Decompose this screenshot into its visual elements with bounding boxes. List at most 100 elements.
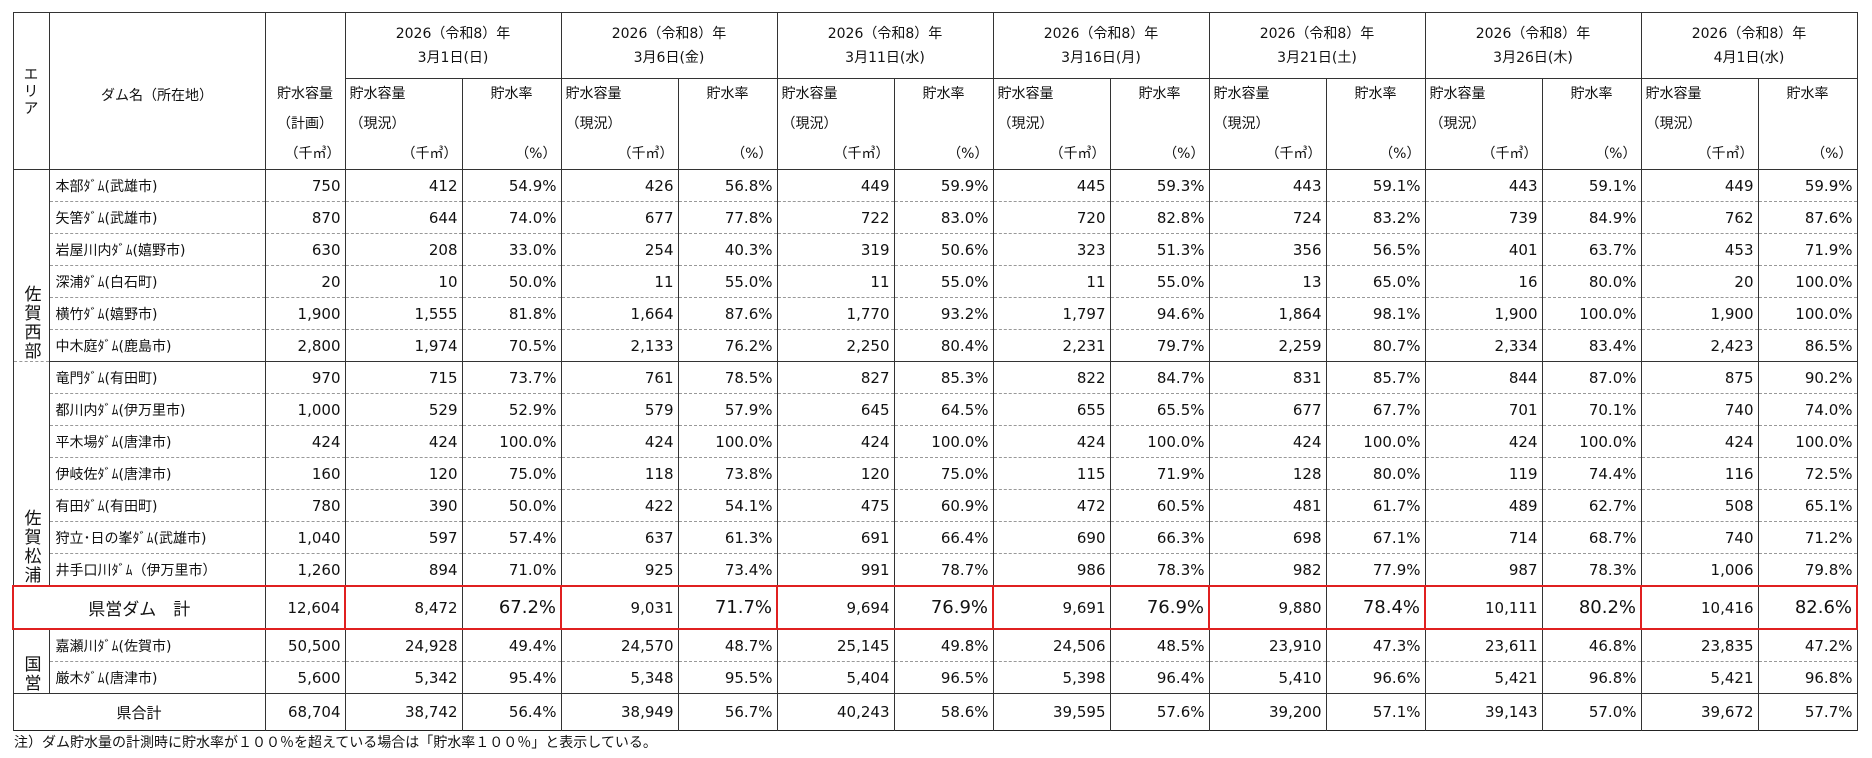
header-line: 貯水率 bbox=[1570, 86, 1613, 102]
storage-rate: 48.5% bbox=[1109, 629, 1210, 662]
current-capacity: 579 bbox=[560, 393, 679, 426]
rate-header-lines: 貯水率 （%） bbox=[899, 80, 989, 169]
storage-rate: 80.0% bbox=[1325, 457, 1426, 490]
header-line: 貯水容量 bbox=[1429, 86, 1486, 102]
date-year: 2026（令和8）年 bbox=[827, 25, 943, 42]
header-line: （%） bbox=[1811, 146, 1853, 162]
storage-rate: 67.2% bbox=[461, 585, 562, 630]
current-capacity: 38,949 bbox=[560, 693, 679, 731]
plan-header-lines: 貯水容量 （計画） （千㎥） bbox=[270, 79, 341, 169]
header-line: （計画） bbox=[277, 116, 333, 132]
current-capacity: 925 bbox=[560, 553, 679, 587]
current-header: 貯水容量 （現況） （千㎥） bbox=[776, 78, 895, 170]
dam-name: 有田ﾀﾞﾑ(有田町) bbox=[48, 489, 266, 522]
storage-rate: 65.0% bbox=[1325, 265, 1426, 298]
header-line: 貯水容量 bbox=[781, 86, 838, 102]
date-header: 2026（令和8）年 3月11日(水) bbox=[776, 12, 994, 79]
current-capacity: 991 bbox=[776, 553, 895, 587]
date-day: 4月1日(水) bbox=[1713, 49, 1785, 66]
dam-name: 井手口川ﾀﾞﾑ（伊万里市） bbox=[48, 553, 266, 587]
current-header-lines: 貯水容量 （現況） （千㎥） bbox=[781, 80, 890, 169]
plan-capacity: 1,260 bbox=[264, 553, 346, 587]
plan-capacity: 630 bbox=[264, 233, 346, 266]
storage-rate: 57.4% bbox=[461, 521, 562, 554]
header-line: （%） bbox=[515, 146, 557, 162]
storage-rate: 71.9% bbox=[1109, 457, 1210, 490]
storage-rate: 59.9% bbox=[1757, 169, 1858, 202]
storage-rate: 57.7% bbox=[1757, 693, 1858, 731]
storage-rate: 68.7% bbox=[1541, 521, 1642, 554]
current-capacity: 422 bbox=[560, 489, 679, 522]
storage-rate: 84.7% bbox=[1109, 361, 1210, 394]
current-capacity: 424 bbox=[776, 425, 895, 458]
current-capacity: 39,143 bbox=[1424, 693, 1543, 731]
current-capacity: 508 bbox=[1640, 489, 1759, 522]
storage-rate: 57.1% bbox=[1325, 693, 1426, 731]
current-capacity: 208 bbox=[344, 233, 463, 266]
storage-rate: 76.2% bbox=[677, 329, 778, 362]
header-row: 貯水容量 （現況） （千㎥） 貯水率 （%） 貯水容量 （現況） （千㎥） 貯水率 （%） 貯水容量… bbox=[13, 78, 1858, 170]
current-capacity: 2,259 bbox=[1208, 329, 1327, 362]
storage-rate: 59.9% bbox=[893, 169, 994, 202]
current-capacity: 739 bbox=[1424, 201, 1543, 234]
current-capacity: 1,770 bbox=[776, 297, 895, 330]
current-capacity: 24,570 bbox=[560, 629, 679, 662]
header-line: 貯水率 bbox=[1786, 86, 1829, 102]
current-capacity: 831 bbox=[1208, 361, 1327, 394]
current-capacity: 1,974 bbox=[344, 329, 463, 362]
spacer bbox=[1331, 109, 1421, 139]
current-capacity: 986 bbox=[992, 553, 1111, 587]
current-capacity: 39,672 bbox=[1640, 693, 1759, 731]
storage-rate: 52.9% bbox=[461, 393, 562, 426]
current-capacity: 24,506 bbox=[992, 629, 1111, 662]
area-header: エリア bbox=[12, 12, 50, 170]
current-capacity: 424 bbox=[1424, 425, 1543, 458]
dam-row: 平木場ﾀﾞﾑ(唐津市) 424 424 100.0% 424 100.0% 424 100.0… bbox=[13, 425, 1858, 458]
plan-capacity: 160 bbox=[264, 457, 346, 490]
storage-rate: 73.7% bbox=[461, 361, 562, 394]
storage-rate: 56.7% bbox=[677, 693, 778, 731]
plan-capacity: 12,604 bbox=[264, 585, 346, 630]
storage-rate: 62.7% bbox=[1541, 489, 1642, 522]
header-line: 貯水率 bbox=[490, 86, 533, 102]
header-line: （千㎥） bbox=[1481, 146, 1538, 162]
header-line: （現況） bbox=[997, 116, 1054, 132]
storage-rate: 59.3% bbox=[1109, 169, 1210, 202]
dam-row: 佐賀松浦 竜門ﾀﾞﾑ(有田町) 970 715 73.7% 761 78.5% 827 85.3… bbox=[12, 361, 1858, 587]
current-header: 貯水容量 （現況） （千㎥） bbox=[1208, 78, 1327, 170]
rate-header-lines: 貯水率 （%） bbox=[1331, 80, 1421, 169]
plan-header: 貯水容量 （計画） （千㎥） bbox=[264, 12, 346, 170]
current-capacity: 844 bbox=[1424, 361, 1543, 394]
rate-header: 貯水率 （%） bbox=[1109, 78, 1210, 170]
storage-rate: 78.4% bbox=[1325, 585, 1426, 630]
rate-header-lines: 貯水率 （%） bbox=[1115, 80, 1205, 169]
storage-rate: 87.0% bbox=[1541, 361, 1642, 394]
dam-row: 伊岐佐ﾀﾞﾑ(唐津市) 160 120 75.0% 118 73.8% 120 75.0% 11… bbox=[13, 457, 1858, 490]
dam-name: 岩屋川内ﾀﾞﾑ(嬉野市) bbox=[48, 233, 266, 266]
dam-name: 深浦ﾀﾞﾑ(白石町) bbox=[48, 265, 266, 298]
storage-rate: 59.1% bbox=[1325, 169, 1426, 202]
date-day: 3月6日(金) bbox=[633, 49, 705, 66]
dam-name: 平木場ﾀﾞﾑ(唐津市) bbox=[48, 425, 266, 458]
storage-rate: 61.3% bbox=[677, 521, 778, 554]
storage-rate: 60.5% bbox=[1109, 489, 1210, 522]
current-capacity: 827 bbox=[776, 361, 895, 394]
current-header-lines: 貯水容量 （現況） （千㎥） bbox=[1214, 80, 1322, 169]
storage-rate: 84.9% bbox=[1541, 201, 1642, 234]
date-header: 2026（令和8）年 3月1日(日) bbox=[344, 12, 562, 79]
current-capacity: 453 bbox=[1640, 233, 1759, 266]
current-capacity: 10 bbox=[344, 265, 463, 298]
storage-rate: 40.3% bbox=[677, 233, 778, 266]
storage-rate: 87.6% bbox=[677, 297, 778, 330]
current-capacity: 10,111 bbox=[1424, 585, 1543, 630]
header-line: 貯水容量 bbox=[565, 86, 622, 102]
rate-header: 貯水率 （%） bbox=[461, 78, 562, 170]
table-wrap: エリア ダム名（所在地） 貯水容量 （計画） （千㎥） 2026（令和8）年 3月1日(日)… bbox=[12, 12, 1858, 731]
storage-rate: 64.5% bbox=[893, 393, 994, 426]
dam-row: 佐賀西部 本部ﾀﾞﾑ(武雄市) 750 412 54.9% 426 56.8% 449 59.9… bbox=[12, 169, 1858, 362]
current-capacity: 762 bbox=[1640, 201, 1759, 234]
storage-rate: 100.0% bbox=[1541, 425, 1642, 458]
storage-rate: 56.4% bbox=[461, 693, 562, 731]
storage-rate: 83.0% bbox=[893, 201, 994, 234]
grand-total-row: 県合計 68,704 38,742 56.4% 38,949 56.7% 40,243 58.… bbox=[12, 693, 1858, 731]
